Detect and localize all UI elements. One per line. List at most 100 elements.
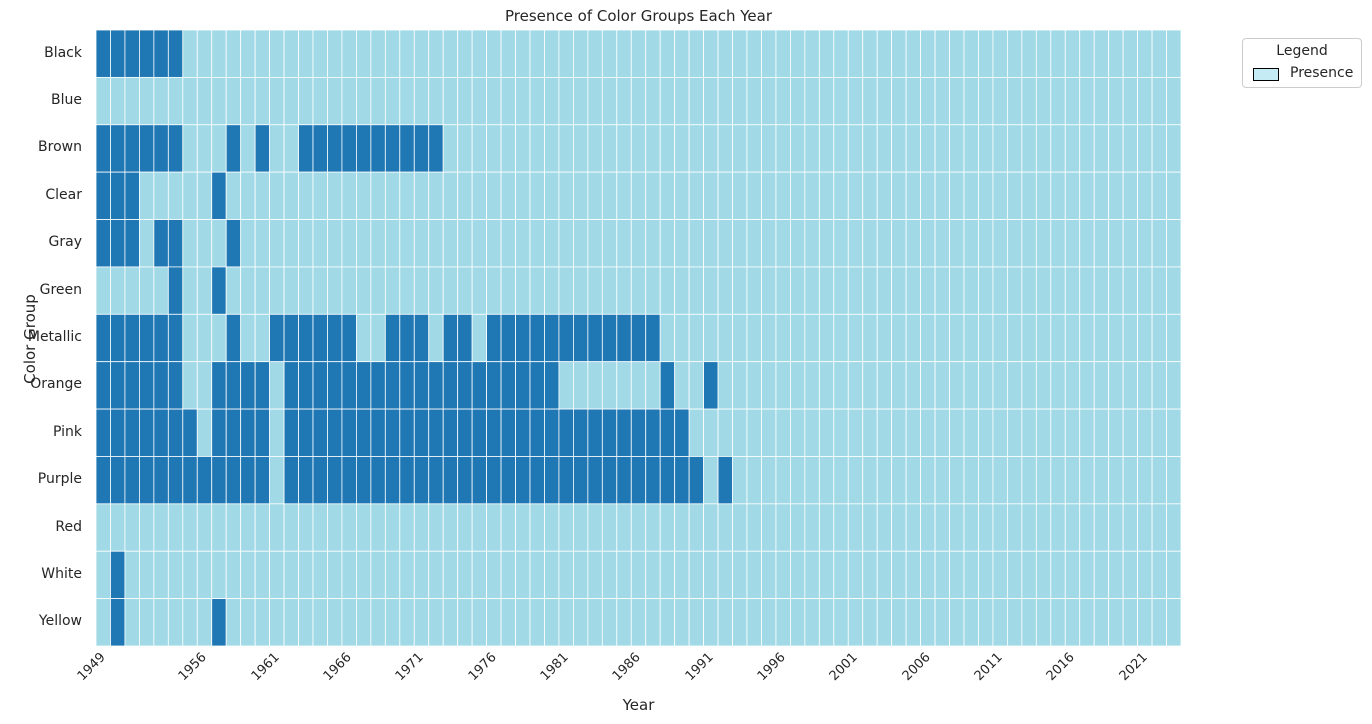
cell-purple-1971 (413, 456, 430, 505)
cell-pink-2004 (891, 408, 907, 457)
cell-clear-2007 (934, 171, 950, 220)
cell-white-1969 (384, 550, 401, 600)
cell-purple-2022 (1151, 456, 1167, 505)
cell-clear-1967 (355, 171, 372, 220)
cell-pink-1960 (254, 408, 270, 457)
cell-yellow-1953 (153, 598, 169, 647)
cell-red-1961 (269, 503, 285, 552)
cell-purple-1960 (254, 456, 270, 505)
cell-clear-1986 (630, 171, 647, 220)
cell-purple-1979 (529, 456, 545, 505)
cell-yellow-2011 (992, 598, 1008, 647)
cell-gray-2004 (891, 219, 907, 268)
cell-gray-1959 (240, 219, 256, 268)
cell-green-1999 (818, 266, 835, 315)
cell-brown-1980 (544, 124, 560, 173)
cell-green-1950 (110, 266, 126, 315)
cell-black-2000 (833, 29, 849, 78)
cell-white-1991 (703, 550, 719, 600)
cell-pink-1951 (124, 408, 140, 457)
cell-blue-1994 (746, 76, 762, 126)
cell-purple-1996 (775, 456, 791, 505)
cell-blue-2006 (920, 76, 936, 126)
cell-orange-1973 (442, 361, 459, 410)
cell-red-1965 (327, 503, 343, 552)
cell-gray-1983 (587, 219, 603, 268)
cell-clear-2021 (1137, 171, 1153, 220)
cell-gray-2013 (1021, 219, 1037, 268)
cell-brown-2008 (949, 124, 965, 173)
cell-purple-1988 (659, 456, 676, 505)
legend-title: Legend (1276, 43, 1328, 59)
cell-yellow-2008 (949, 598, 965, 647)
cell-metallic-1984 (601, 313, 618, 363)
cell-black-1999 (818, 29, 835, 78)
cell-metallic-2020 (1122, 313, 1138, 363)
cell-metallic-1979 (529, 313, 545, 363)
cell-metallic-2009 (963, 313, 979, 363)
cell-yellow-2017 (1079, 598, 1095, 647)
cell-gray-1956 (196, 219, 213, 268)
cell-white-1951 (124, 550, 140, 600)
cell-gray-1961 (269, 219, 285, 268)
cell-brown-2011 (992, 124, 1008, 173)
cell-red-1958 (225, 503, 242, 552)
cell-orange-1976 (486, 361, 502, 410)
cell-green-1959 (240, 266, 256, 315)
cell-black-2022 (1151, 29, 1167, 78)
cell-red-1969 (384, 503, 401, 552)
cell-blue-2022 (1151, 76, 1167, 126)
cell-metallic-1998 (804, 313, 820, 363)
cell-gray-1996 (775, 219, 791, 268)
cell-brown-1993 (732, 124, 748, 173)
cell-brown-2015 (1050, 124, 1066, 173)
cell-green-1960 (254, 266, 270, 315)
cell-orange-1961 (269, 361, 285, 410)
cell-black-1968 (370, 29, 386, 78)
cell-white-1967 (355, 550, 372, 600)
cell-blue-1965 (327, 76, 343, 126)
cell-clear-1997 (790, 171, 806, 220)
cell-white-1968 (370, 550, 386, 600)
cell-red-1988 (659, 503, 676, 552)
cell-black-1949 (95, 29, 111, 78)
cell-brown-1997 (790, 124, 806, 173)
cell-gray-1964 (312, 219, 328, 268)
cell-red-2020 (1122, 503, 1138, 552)
cell-blue-1997 (790, 76, 806, 126)
cell-gray-2022 (1151, 219, 1167, 268)
cell-red-1963 (298, 503, 314, 552)
cell-clear-1984 (601, 171, 618, 220)
cell-orange-1988 (659, 361, 676, 410)
cell-green-2023 (1166, 266, 1182, 315)
cell-brown-2023 (1166, 124, 1182, 173)
cell-purple-1961 (269, 456, 285, 505)
cell-black-1977 (500, 29, 516, 78)
cell-orange-2000 (833, 361, 849, 410)
cell-purple-2016 (1064, 456, 1081, 505)
cell-yellow-2006 (920, 598, 936, 647)
cell-clear-1954 (167, 171, 184, 220)
cell-purple-1973 (442, 456, 459, 505)
cell-yellow-1954 (167, 598, 184, 647)
cell-pink-1958 (225, 408, 242, 457)
cell-clear-1961 (269, 171, 285, 220)
cell-brown-2013 (1021, 124, 1037, 173)
cell-metallic-2006 (920, 313, 936, 363)
cell-purple-1981 (558, 456, 574, 505)
cell-purple-1999 (818, 456, 835, 505)
cell-orange-2013 (1021, 361, 1037, 410)
cell-red-1982 (573, 503, 589, 552)
cell-blue-1978 (515, 76, 531, 126)
cell-orange-1983 (587, 361, 603, 410)
cell-white-1976 (486, 550, 502, 600)
cell-orange-1963 (298, 361, 314, 410)
cell-metallic-2003 (876, 313, 893, 363)
cell-black-1963 (298, 29, 314, 78)
cell-purple-1997 (790, 456, 806, 505)
cell-metallic-1981 (558, 313, 574, 363)
cell-brown-1965 (327, 124, 343, 173)
cell-brown-2006 (920, 124, 936, 173)
cell-green-1965 (327, 266, 343, 315)
cell-pink-1999 (818, 408, 835, 457)
